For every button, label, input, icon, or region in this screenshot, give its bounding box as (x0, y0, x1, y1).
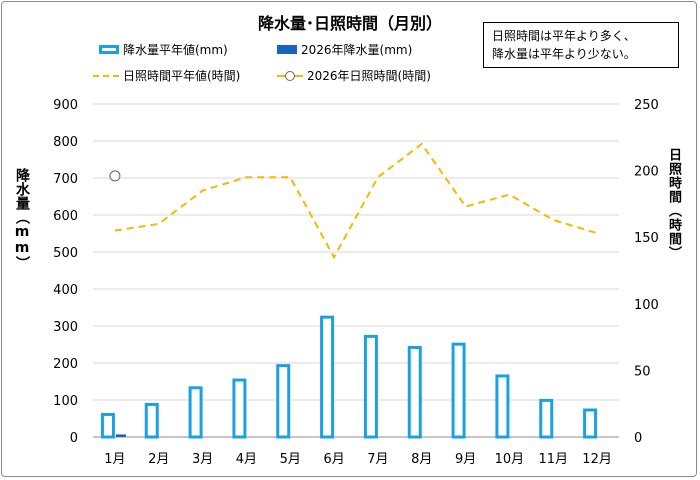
y-tick-label-left: 300 (53, 320, 78, 335)
line-sunshine-normal (114, 142, 598, 260)
x-tick-label: 10月 (495, 452, 525, 467)
x-tick-label: 5月 (280, 452, 301, 467)
y-axis-label-right: 日照時間（時間） (666, 148, 681, 260)
legend-swatch-precip-2026 (277, 45, 297, 54)
x-tick-label: 3月 (192, 452, 213, 467)
y-tick-label-left: 400 (53, 283, 78, 298)
legend-label-precip-normal: 降水量平年値(mm) (123, 43, 228, 57)
marker-sunshine-2026 (109, 170, 121, 182)
y-tick-label-left: 200 (53, 357, 78, 372)
y-tick-label-left: 100 (53, 394, 78, 409)
x-tick-label: 4月 (236, 452, 257, 467)
legend-item-sunshine-normal: 日照時間平年値(時間) (93, 67, 240, 84)
y-tick-label-left: 600 (53, 209, 78, 224)
bar-precip-normal (363, 334, 378, 439)
bar-precip-normal (583, 408, 598, 439)
bar-precip-normal (407, 345, 422, 439)
bar-precip-normal (495, 374, 510, 439)
legend-swatch-sunshine-normal (93, 74, 119, 77)
y-tick-label-right: 50 (634, 364, 651, 379)
y-tick-label-left: 500 (53, 246, 78, 261)
x-tick-label: 6月 (323, 452, 344, 467)
legend-label-precip-2026: 2026年降水量(mm) (301, 43, 413, 57)
legend-label-sunshine-normal: 日照時間平年値(時間) (123, 69, 241, 83)
legend-label-sunshine-2026: 2026年日照時間(時間) (307, 69, 431, 83)
x-tick-label: 7月 (367, 452, 388, 467)
legend-item-precip-2026: 2026年降水量(mm) (277, 41, 412, 58)
x-tick-label: 1月 (104, 452, 125, 467)
bar-precip-normal (539, 398, 554, 439)
bar-precip-normal (320, 315, 335, 439)
bar-precip-normal (100, 412, 115, 439)
bar-precip-normal (276, 364, 291, 439)
legend-swatch-precip-normal (99, 45, 119, 54)
summary-note-line-2: 降水量は平年より少ない。 (492, 47, 636, 61)
y-tick-label-left: 0 (70, 431, 78, 446)
summary-note-line-1: 日照時間は平年より多く、 (492, 29, 636, 43)
legend-swatch-sunshine-2026 (277, 70, 303, 81)
x-tick-label: 2月 (148, 452, 169, 467)
bar-precip-normal (451, 342, 466, 439)
x-tick-label: 9月 (455, 452, 476, 467)
bar-precip-normal (232, 378, 247, 439)
x-tick-label: 12月 (582, 452, 612, 467)
y-tick-label-left: 700 (53, 172, 78, 187)
x-tick-label: 11月 (538, 452, 568, 467)
bar-precip-normal (188, 386, 203, 439)
y-tick-label-right: 150 (634, 231, 659, 246)
y-tick-label-left: 800 (53, 135, 78, 150)
y-tick-label-right: 250 (634, 98, 659, 113)
y-tick-label-right: 200 (634, 165, 659, 180)
y-tick-label-right: 100 (634, 298, 659, 313)
y-tick-label-right: 0 (634, 431, 642, 446)
bar-precip-normal (144, 402, 159, 439)
x-tick-label: 8月 (411, 452, 432, 467)
chart-title: 降水量･日照時間（月別） (257, 14, 442, 33)
y-tick-label-left: 900 (53, 98, 78, 113)
legend-item-precip-normal: 降水量平年値(mm) (99, 41, 228, 58)
bar-precip-2026 (115, 434, 126, 437)
y-axis-label-left: 降水量（mm） (14, 168, 30, 270)
legend-item-sunshine-2026: 2026年日照時間(時間) (277, 67, 431, 84)
summary-note: 日照時間は平年より多く、 降水量は平年より少ない。 (483, 22, 679, 68)
